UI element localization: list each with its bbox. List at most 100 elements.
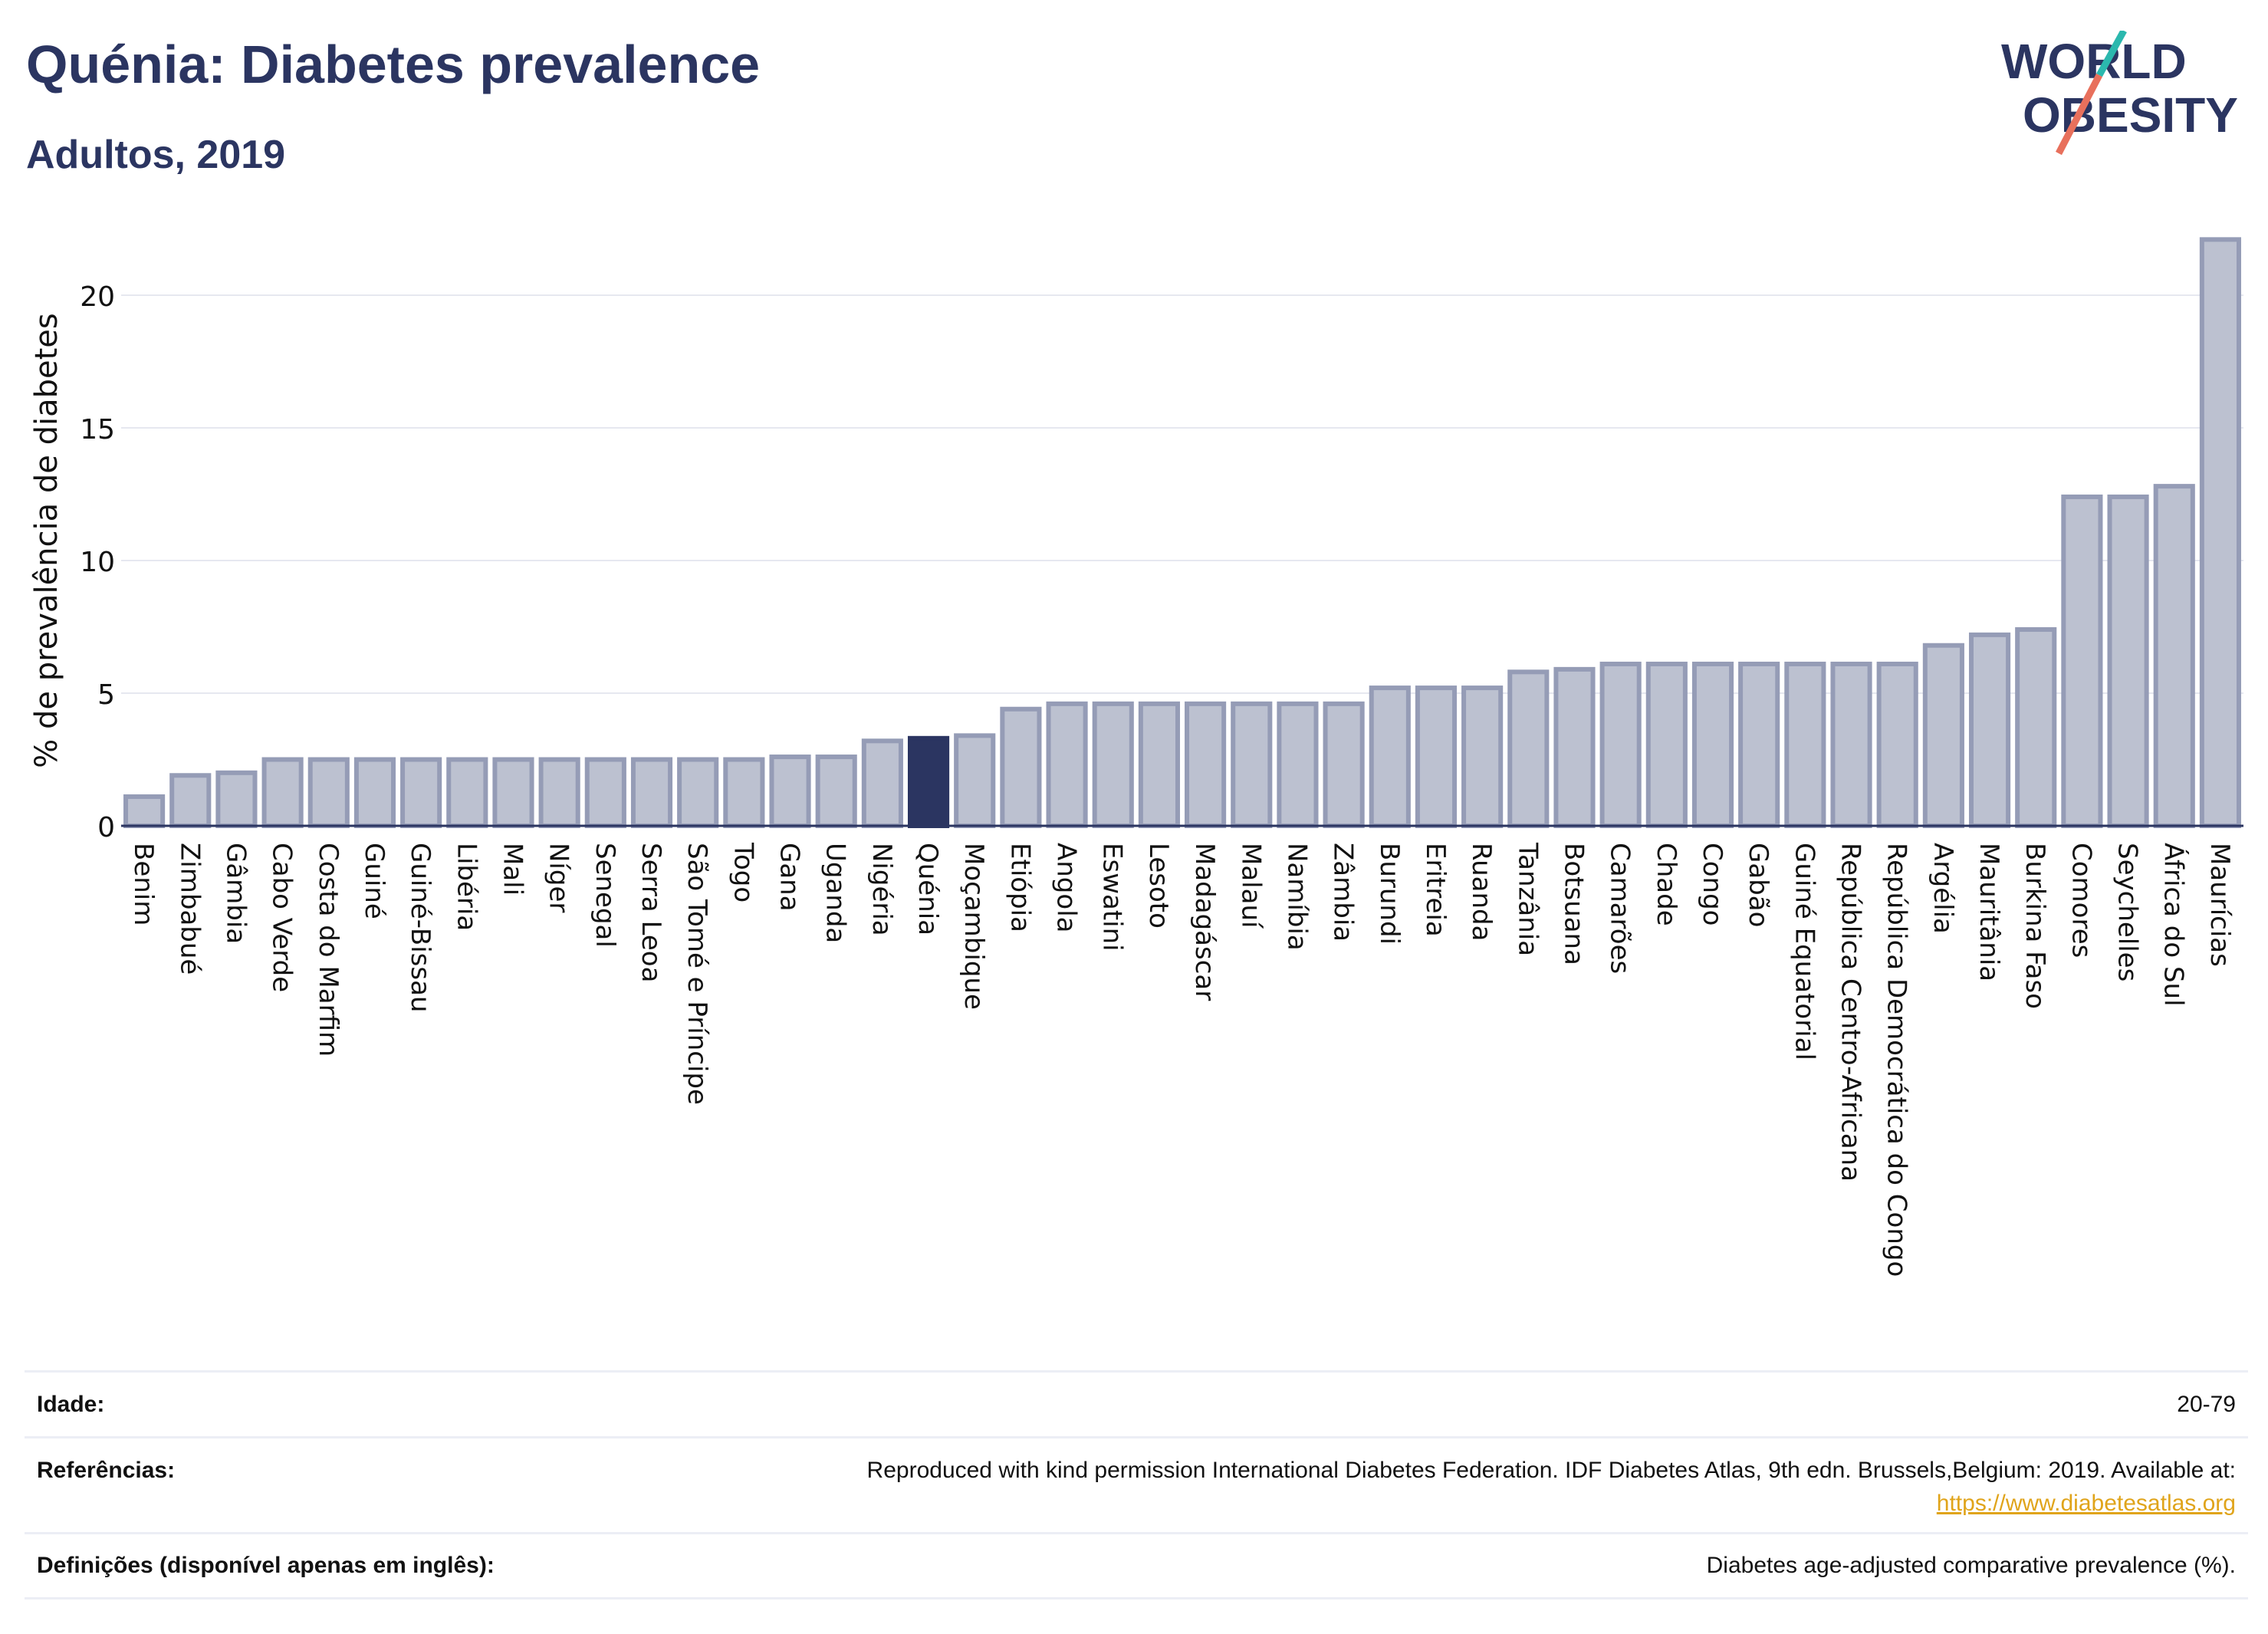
bar-Etiópia (1000, 706, 1042, 829)
footer-definitions-value: Diabetes age-adjusted comparative preval… (1706, 1553, 2236, 1578)
bar-Botsuana (1553, 666, 1596, 828)
x-tick-label: Gabão (1743, 843, 1773, 927)
x-tick-label: Maurícias (2204, 843, 2235, 967)
bar-Eritreia (1415, 685, 1458, 829)
bar-Uganda (815, 755, 857, 828)
bar-Costa do Marfim (307, 757, 350, 828)
logo-slash-teal (2096, 31, 2127, 77)
footer-definitions-label: Definições (disponível apenas em inglês)… (37, 1553, 495, 1578)
x-tick-label: Senegal (590, 843, 620, 948)
x-tick-label: Zimbabué (174, 843, 205, 975)
bar-África do Sul (2153, 484, 2195, 828)
bar-Tanzânia (1507, 669, 1550, 828)
bar-Gabão (1738, 661, 1780, 828)
bar-Lesoto (1138, 701, 1180, 829)
footer-age-value: 20-79 (2177, 1392, 2236, 1417)
chart-subtitle: Adultos, 2019 (26, 133, 286, 177)
footer-row-definitions: Definições (disponível apenas em inglês)… (25, 1532, 2248, 1599)
x-tick-label: Camarões (1605, 843, 1635, 974)
bar-Burkina Faso (2015, 626, 2057, 829)
bar-Gana (769, 755, 811, 828)
bar-Guiné-Bissau (400, 757, 442, 828)
bar-Mauritânia (1968, 632, 2011, 828)
x-tick-label: Guiné-Bissau (405, 843, 436, 1012)
bar-Malauí (1231, 701, 1273, 829)
x-tick-label: Níger (544, 843, 574, 912)
bar-Gâmbia (215, 770, 258, 828)
x-tick-label: Eritreia (1420, 843, 1451, 937)
y-axis-label: % de prevalência de diabetes (29, 313, 64, 768)
x-tick-label: Tanzânia (1512, 842, 1543, 956)
x-tick-label: Mali (497, 843, 528, 896)
bar-Namíbia (1277, 701, 1319, 829)
x-tick-label: Burundi (1374, 843, 1405, 945)
y-axis-ticks: 0 5 10 15 20 (80, 281, 115, 843)
x-tick-label: Uganda (820, 843, 851, 943)
footer-row-references: Referências: Reproduced with kind permis… (25, 1436, 2248, 1532)
x-tick-label: Argélia (1928, 843, 1958, 934)
footer-row-age: Idade: 20-79 (25, 1370, 2248, 1436)
bar-Ruanda (1461, 685, 1504, 829)
world-obesity-logo[interactable]: WORLD OBESITY (2001, 31, 2254, 161)
x-axis-ticks: Benim Zimbabué Gâmbia Cabo Verde Costa do Ma… (128, 842, 2235, 1277)
x-tick-label: Togo (728, 842, 758, 902)
bar-Eswatini (1092, 701, 1134, 829)
bar-Níger (538, 757, 580, 828)
bar-Quénia (907, 735, 950, 829)
bar-São Tomé e Príncipe (677, 757, 719, 828)
x-tick-label: Cabo Verde (267, 843, 297, 992)
bar-Nigéria (861, 738, 903, 829)
x-tick-label: Nigéria (866, 843, 897, 936)
bar-Chade (1645, 661, 1688, 828)
logo-slash-coral (2056, 73, 2102, 156)
x-tick-label: Malauí (1235, 843, 1266, 929)
bar-Burundi (1369, 685, 1411, 829)
bar-Serra Leoa (630, 757, 673, 828)
x-tick-label: São Tomé e Príncipe (682, 843, 712, 1105)
x-tick-label: Eswatini (1097, 843, 1128, 952)
bar-República Democrática do Congo (1876, 661, 1918, 828)
bar-chart: 0 5 10 15 20 % de prevalência de diabetes Be… (29, 237, 2243, 1277)
bar-República Centro-Africana (1830, 661, 1872, 828)
x-tick-label: Angola (1051, 843, 1082, 932)
x-tick-label: Guiné Equatorial (1789, 843, 1819, 1060)
footer-references-label: Referências: (37, 1458, 176, 1483)
bar-Congo (1691, 661, 1734, 828)
x-tick-label: Etiópia (1004, 843, 1035, 932)
chart-title: Quénia: Diabetes prevalence (26, 35, 761, 94)
x-tick-label: Quénia (912, 843, 943, 935)
x-tick-label: África do Sul (2158, 843, 2190, 1007)
y-tick-label: 10 (80, 547, 115, 578)
bar-Zâmbia (1323, 701, 1365, 829)
bar-Guiné (353, 757, 396, 828)
bar-Argélia (1922, 643, 1964, 828)
x-tick-label: Seychelles (2112, 843, 2143, 981)
bar-Mali (492, 757, 534, 828)
bars (123, 237, 2241, 829)
x-tick-label: Benim (128, 843, 159, 925)
x-tick-label: Chade (1651, 843, 1681, 926)
x-tick-label: Libéria (451, 843, 482, 931)
bar-Comores (2061, 494, 2103, 829)
bar-Zimbabué (169, 773, 212, 829)
x-tick-label: Burkina Faso (2020, 843, 2050, 1009)
footer-references-value: Reproduced with kind permission Internat… (866, 1458, 2236, 1483)
x-tick-label: Guiné (359, 843, 390, 919)
bar-Guiné Equatorial (1784, 661, 1826, 828)
x-tick-label: Madagáscar (1189, 843, 1220, 1001)
x-tick-label: Serra Leoa (636, 843, 666, 982)
bar-Benim (123, 794, 166, 828)
bar-Togo (723, 757, 765, 828)
y-tick-label: 15 (80, 414, 115, 445)
x-tick-label: República Democrática do Congo (1882, 843, 1912, 1277)
x-tick-label: República Centro-Africana (1836, 843, 1866, 1182)
footer-age-label: Idade: (37, 1392, 105, 1417)
gridlines (121, 294, 2243, 694)
footer-references-link[interactable]: https://www.diabetesatlas.org (1936, 1491, 2236, 1516)
x-tick-label: Botsuana (1558, 843, 1589, 965)
x-tick-label: Ruanda (1466, 843, 1497, 941)
bar-Camarões (1599, 661, 1642, 828)
y-tick-label: 0 (97, 812, 115, 843)
bar-Angola (1046, 701, 1088, 829)
x-tick-label: Lesoto (1143, 843, 1174, 929)
